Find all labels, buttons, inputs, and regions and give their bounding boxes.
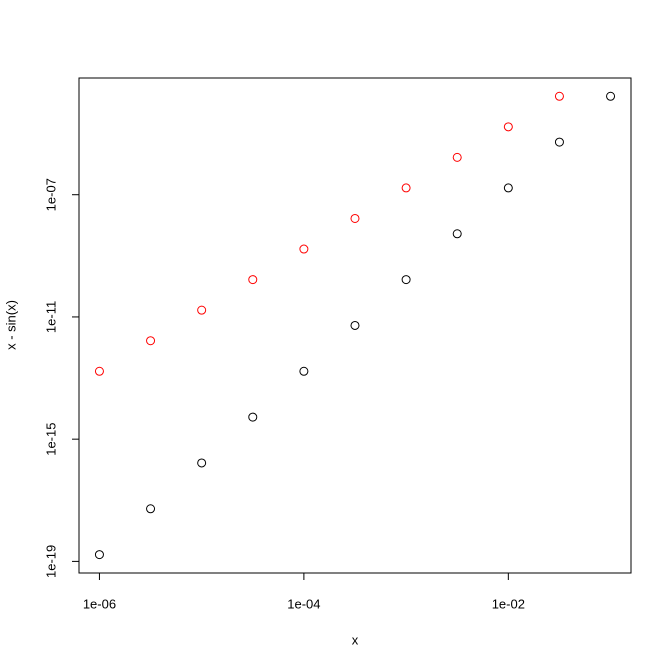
point	[554, 137, 564, 147]
y-tick-label: 1e-11	[43, 301, 58, 333]
point	[606, 91, 616, 101]
y-tick-label: 1e-19	[43, 545, 58, 578]
point	[94, 550, 104, 560]
point	[554, 91, 564, 101]
point	[503, 122, 513, 132]
point	[248, 275, 258, 285]
x-tick-label: 1e-04	[287, 596, 320, 611]
y-axis-label: x - sin(x)	[3, 300, 18, 350]
point	[503, 183, 513, 193]
point	[94, 366, 104, 376]
x-tick-label: 1e-06	[83, 596, 116, 611]
x-tick-label: 1e-02	[492, 596, 525, 611]
point	[401, 183, 411, 193]
point	[452, 152, 462, 162]
y-tick-label: 1e-15	[43, 423, 58, 456]
point	[146, 336, 156, 346]
point	[299, 244, 309, 254]
point	[197, 305, 207, 315]
point	[401, 275, 411, 285]
point	[248, 412, 258, 422]
y-tick-label: 1e-07	[43, 178, 58, 211]
point	[350, 213, 360, 223]
point	[197, 458, 207, 468]
plot-frame	[78, 77, 632, 574]
x-axis-label: x	[352, 632, 359, 647]
point	[299, 366, 309, 376]
point	[452, 229, 462, 239]
point	[350, 320, 360, 330]
point	[146, 504, 156, 514]
